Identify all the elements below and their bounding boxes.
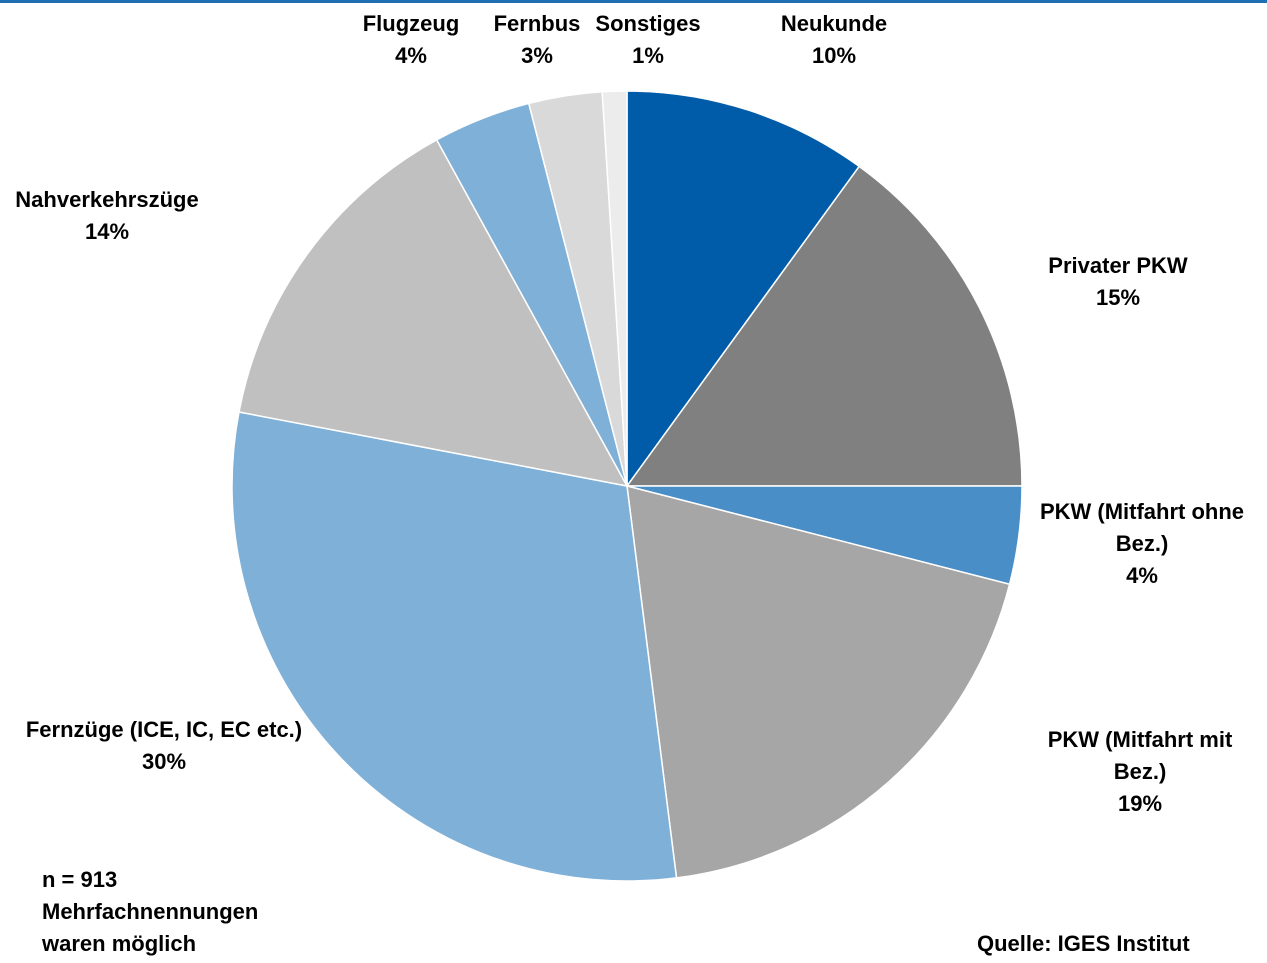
pie-slice-9 [601,90,628,487]
label-privater-pkw-value: 15% [1095,285,1141,310]
label-sonstiges-value: 1% [632,43,664,68]
label-neukunde-value: 10% [811,43,857,68]
pie-slice-5 [231,411,678,882]
label-pkw-mit-bez: PKW (Mitfahrt mit Bez.) 19% [1035,724,1245,820]
label-fernzuege-name: Fernzüge (ICE, IC, EC etc.) [25,717,303,742]
pie-slice-6 [238,138,629,488]
multi-answer-line1: Mehrfachnennungen [42,899,259,924]
label-pkw-mit-bez-name: PKW (Mitfahrt mit Bez.) [1047,727,1233,784]
top-accent-rule [0,0,1267,3]
label-neukunde-name: Neukunde [780,11,888,36]
source-text: Quelle: IGES Institut [977,931,1190,956]
sample-note: n = 913 Mehrfachnennungen waren möglich [42,864,258,960]
label-sonstiges: Sonstiges 1% [595,8,700,72]
pie-slice-4 [626,484,1011,879]
label-pkw-ohne-bez-name: PKW (Mitfahrt ohne Bez.) [1039,499,1245,556]
sample-size-text: n = 913 [42,867,118,892]
multi-answer-line2: waren möglich [42,931,197,956]
pie-slice-2 [625,165,1023,487]
label-fernbus: Fernbus 3% [494,8,581,72]
label-fernbus-value: 3% [521,43,553,68]
label-nahverkehrszuege-name: Nahverkehrszüge [15,187,199,212]
label-sonstiges-name: Sonstiges [595,11,701,36]
label-fernzuege: Fernzüge (ICE, IC, EC etc.) 30% [26,714,302,778]
label-flugzeug-value: 4% [395,43,427,68]
label-nahverkehrszuege-value: 14% [84,219,130,244]
source-note: Quelle: IGES Institut [977,928,1190,960]
label-fernzuege-value: 30% [141,749,187,774]
label-pkw-mit-bez-value: 19% [1117,791,1163,816]
label-privater-pkw: Privater PKW 15% [1048,250,1187,314]
label-nahverkehrszuege: Nahverkehrszüge 14% [15,184,198,248]
pie-slice-1 [626,90,861,489]
label-neukunde: Neukunde 10% [781,8,887,72]
label-flugzeug: Flugzeug 4% [363,8,460,72]
label-pkw-ohne-bez-value: 4% [1126,563,1158,588]
label-flugzeug-name: Flugzeug [362,11,460,36]
label-pkw-ohne-bez: PKW (Mitfahrt ohne Bez.) 4% [1027,496,1257,592]
label-fernbus-name: Fernbus [493,11,581,36]
label-privater-pkw-name: Privater PKW [1048,253,1188,278]
